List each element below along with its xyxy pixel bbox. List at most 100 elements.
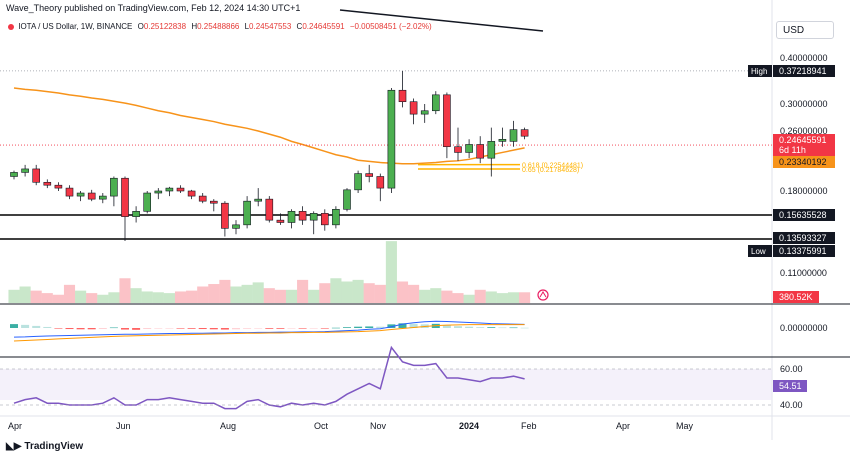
candle-body <box>276 219 285 223</box>
volume-bar <box>385 241 397 303</box>
macd-histogram-bar <box>220 328 229 330</box>
macd-histogram-bar <box>487 327 496 328</box>
candle-body <box>87 192 96 200</box>
price-tag-label-bg <box>748 245 772 257</box>
symbol-legend[interactable]: IOTA / US Dollar, 1W, BINANCE O0.2512283… <box>8 22 432 31</box>
price-tag-label: Low <box>751 247 766 256</box>
candle-body <box>76 192 85 197</box>
horizontal-levels[interactable] <box>0 70 772 240</box>
volume-tag-bg <box>773 291 819 303</box>
volume-bar <box>374 284 386 303</box>
symbol-dot-icon <box>8 23 14 30</box>
macd-histogram-bar <box>165 328 174 329</box>
macd-histogram-bar <box>276 328 285 329</box>
price-tag-value: 0.13375991 <box>779 246 827 256</box>
close-value: 0.24645591 <box>302 22 345 31</box>
volume-bar <box>396 281 409 303</box>
price-tag-bg <box>773 144 835 156</box>
price-tag-value: 0.13593327 <box>779 233 827 243</box>
macd-histogram-bar <box>76 328 85 330</box>
macd-histogram-bar <box>121 328 129 330</box>
moving-average-line <box>13 87 525 165</box>
price-tag-bg <box>773 232 835 244</box>
y-tick-label: 40.00 <box>780 400 803 410</box>
x-axis-ticks: Apr Jun Aug Oct Nov 2024 Feb Apr May <box>8 421 694 431</box>
macd-histogram-bar <box>232 328 240 330</box>
y-tick-label: 0.00000000 <box>780 323 828 333</box>
x-tick-label: Jun <box>116 421 131 431</box>
pane-dividers[interactable] <box>0 303 850 417</box>
macd-histogram-bar <box>376 326 385 328</box>
currency-selector[interactable]: USD <box>776 21 834 39</box>
volume-bar <box>52 294 64 303</box>
price-tag-value: 0.37218941 <box>779 66 827 76</box>
candle-body <box>398 89 407 103</box>
candle-body <box>343 189 351 210</box>
volume-bar <box>141 291 153 303</box>
volume-bar <box>430 288 442 303</box>
open-value: 0.25122838 <box>143 22 187 31</box>
volume-bar <box>330 278 342 303</box>
candle-body <box>443 94 451 148</box>
candle-body <box>409 101 418 115</box>
macd-histogram-bar <box>343 327 351 328</box>
y-tick-label: 0.40000000 <box>780 53 828 63</box>
x-tick-label: May <box>676 421 694 431</box>
y-tick-label: 0.30000000 <box>780 99 828 109</box>
macd-histogram-bar <box>109 327 118 329</box>
candle-body <box>265 198 274 221</box>
price-tag-bg <box>773 134 835 146</box>
macd-histogram-bar <box>209 328 218 330</box>
x-tick-label: Feb <box>521 421 537 431</box>
macd-histogram-bar <box>354 326 363 328</box>
volume-bar <box>474 289 486 303</box>
volume-bar <box>252 282 264 303</box>
volume-bar <box>30 290 42 303</box>
macd-histogram-bar <box>154 328 163 329</box>
candle-body <box>309 213 318 221</box>
x-tick-label: Apr <box>616 421 630 431</box>
macd-histogram-bar <box>331 327 340 329</box>
macd-histogram-bar <box>287 328 296 329</box>
candle-body <box>320 213 329 226</box>
volume-bar <box>341 281 353 303</box>
macd-histogram-bar <box>132 328 141 330</box>
volume-bar <box>8 289 20 303</box>
candle-body <box>221 202 229 229</box>
volume-bar <box>63 284 76 303</box>
macd-histogram-bar <box>43 326 52 328</box>
fibonacci-levels[interactable]: 0.618 (0.22544481)0.65 (0.21784628) <box>418 163 583 174</box>
trend-line[interactable] <box>339 9 544 32</box>
y-tick-label: 0.11000000 <box>780 268 827 278</box>
macd-histogram-bar <box>65 328 74 330</box>
volume-bar <box>419 289 431 303</box>
volume-bar <box>319 283 331 303</box>
volume-alert-icon[interactable] <box>537 289 549 301</box>
candle-body <box>10 172 18 177</box>
volume-bar <box>496 293 508 303</box>
volume-bar <box>452 293 464 303</box>
macd-histogram-bar <box>54 328 63 329</box>
volume-bar <box>352 279 364 303</box>
candle-body <box>354 173 362 191</box>
tradingview-logo[interactable]: ◣▶ TradingView <box>6 441 83 452</box>
macd-histogram-bar <box>387 324 396 328</box>
volume-bar <box>163 293 175 303</box>
volume-bar <box>208 284 220 303</box>
y-tick-label: 60.00 <box>780 364 803 374</box>
rsi-tag-value: 54.51 <box>779 381 802 391</box>
volume-bar <box>519 292 531 303</box>
volume-bar <box>174 291 187 303</box>
candle-body <box>143 192 151 212</box>
volume-pane <box>8 241 531 303</box>
rsi-line <box>13 345 525 410</box>
fib-label: 0.65 (0.21784628) <box>522 167 579 174</box>
macd-histogram-bar <box>509 327 518 329</box>
macd-histogram-bar <box>398 323 407 328</box>
macd-histogram-bar <box>265 328 274 329</box>
macd-histogram-bar <box>409 323 418 328</box>
volume-bar <box>274 289 286 303</box>
macd-histogram-bar <box>465 326 474 328</box>
candle-body <box>21 168 29 173</box>
